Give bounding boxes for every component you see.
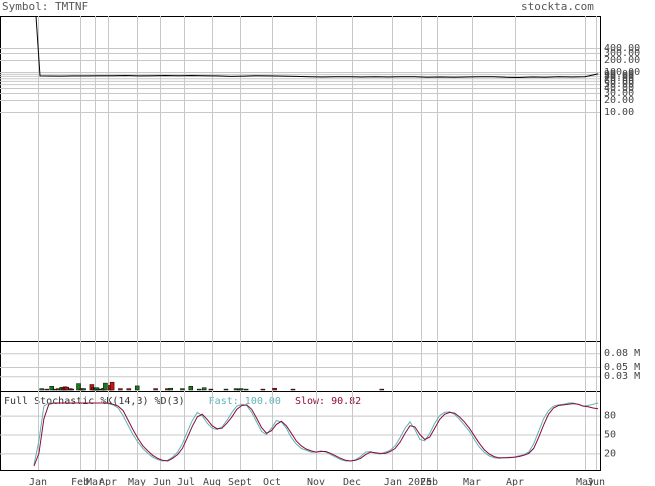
volume-bar xyxy=(290,388,296,391)
volume-bar xyxy=(76,383,81,391)
month-label: Apr xyxy=(506,477,524,486)
volume-bar xyxy=(109,381,115,391)
volume-bar xyxy=(243,388,249,391)
panel-frame xyxy=(0,16,601,342)
slow-label: Slow: xyxy=(294,396,326,407)
volume-bar xyxy=(168,387,173,391)
volume-bar xyxy=(81,388,86,391)
price-tick-label: 10.00 xyxy=(604,107,634,118)
month-label: Sept xyxy=(228,477,252,486)
price-tick-label: 300.00 xyxy=(604,48,640,59)
volume-bar xyxy=(118,388,123,391)
fast-label: Fast: xyxy=(208,396,239,407)
month-label: Jan 2025 xyxy=(384,477,432,486)
chart-header: Symbol: TMTNF stockta.com xyxy=(0,0,655,16)
stochastic-title: Full Stochastic %K(14,3) %D(3) xyxy=(4,396,185,407)
volume-tick-label: 0.05 M xyxy=(604,362,640,373)
stochastic-tick-label: 20 xyxy=(604,448,616,459)
month-label: Jan xyxy=(29,477,47,486)
site-link[interactable]: stockta.com xyxy=(521,0,594,13)
month-label: Oct xyxy=(263,477,281,486)
month-label: Nov xyxy=(307,477,325,486)
stochastic-legend: Full Stochastic %K(14,3) %D(3) Fast: 100… xyxy=(4,396,361,407)
panel-frame xyxy=(0,391,601,471)
volume-bar xyxy=(39,388,44,391)
price-tick-label: 100.00 xyxy=(604,67,640,78)
volume-bar xyxy=(196,388,202,391)
month-label: Dec xyxy=(343,477,361,486)
month-label: Feb xyxy=(420,477,438,486)
volume-bar xyxy=(260,388,266,391)
volume-bar xyxy=(201,387,207,391)
volume-tick-label: 0.08 M xyxy=(604,348,640,359)
price-tick-label: 50.00 xyxy=(604,79,634,90)
month-label: Mar xyxy=(463,477,481,486)
price-tick-label: 200.00 xyxy=(604,55,640,66)
fast-value: 100.00 xyxy=(244,396,281,407)
month-label: May xyxy=(128,477,146,486)
month-label: May xyxy=(576,477,594,486)
stochastic-tick-label: 80 xyxy=(604,411,616,422)
stochastic-tick-label: 50 xyxy=(604,430,616,441)
volume-bar xyxy=(103,382,108,391)
volume-bar xyxy=(69,388,75,391)
price-tick-label: 90.00 xyxy=(604,69,634,80)
month-label: Feb xyxy=(71,477,89,486)
price-tick-label: 30.00 xyxy=(604,88,634,99)
volume-bar xyxy=(272,387,277,391)
volume-bar xyxy=(208,388,214,391)
volume-bar xyxy=(153,388,158,391)
price-tick-label: 40.00 xyxy=(604,83,634,94)
volume-tick-label: 0.03 M xyxy=(604,371,640,382)
price-tick-label: 20.00 xyxy=(604,95,634,106)
volume-bar xyxy=(223,388,229,391)
volume-bar xyxy=(126,388,132,391)
price-tick-label: 400.00 xyxy=(604,43,640,54)
month-label: Apr xyxy=(99,477,117,486)
symbol-label: Symbol: TMTNF xyxy=(2,0,89,13)
volume-bar xyxy=(49,386,54,391)
month-label: Jun xyxy=(153,477,171,486)
volume-bar xyxy=(188,386,194,391)
price-tick-label: 80.00 xyxy=(604,71,634,82)
price-tick-label: 70.00 xyxy=(604,73,634,84)
month-label: Mar xyxy=(86,477,104,486)
volume-bar xyxy=(134,385,140,391)
volume-bar xyxy=(180,388,185,391)
stochastic-slow-line xyxy=(33,402,599,467)
month-label: Aug xyxy=(203,477,221,486)
panel-frame xyxy=(0,341,601,392)
month-label: Jun xyxy=(587,477,605,486)
slow-value: 90.82 xyxy=(331,396,362,407)
price-line xyxy=(35,15,599,79)
volume-bar xyxy=(238,388,244,391)
volume-bar xyxy=(44,388,49,391)
price-tick-label: 60.00 xyxy=(604,76,634,87)
month-label: Jul xyxy=(177,477,195,486)
volume-bar xyxy=(379,388,385,391)
